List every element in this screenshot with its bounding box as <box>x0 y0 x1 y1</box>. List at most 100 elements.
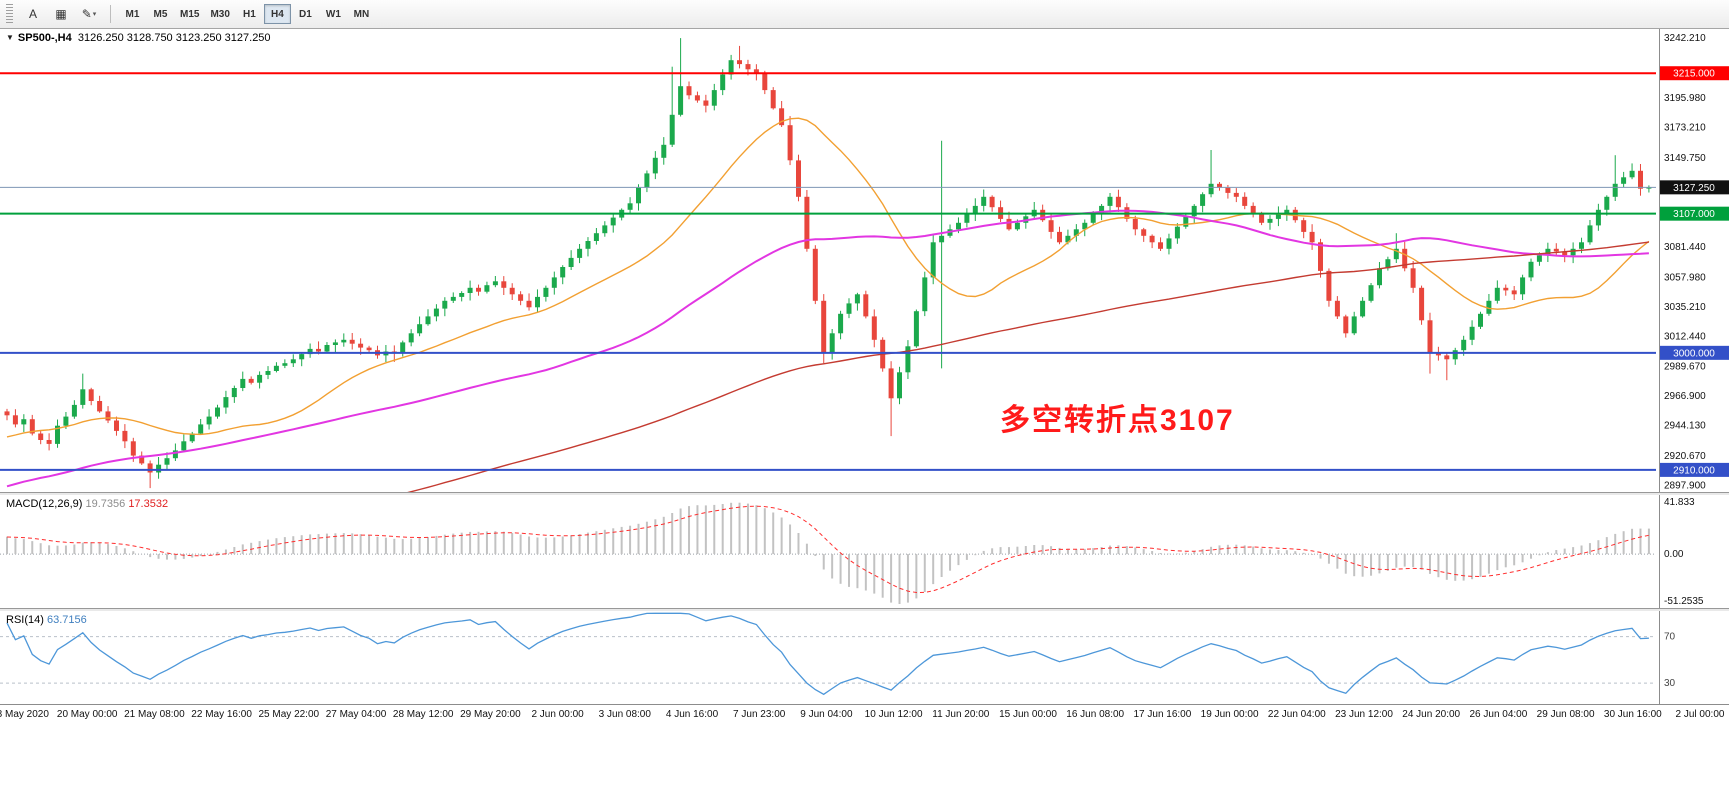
price-axis-tick: 2897.900 <box>1664 481 1706 492</box>
chevron-down-icon: ▾ <box>92 11 97 18</box>
time-axis-label: 15 Jun 00:00 <box>999 709 1057 720</box>
timeframe-toolbar: M1 M5 M15 M30 H1 H4 D1 W1 MN <box>119 4 375 24</box>
time-axis-label: 21 May 08:00 <box>124 709 185 720</box>
main-chart-canvas[interactable]: 3242.210 3195.980 3173.210 3149.750 3081.440… <box>0 29 1729 492</box>
candles-layer <box>4 38 1652 492</box>
time-axis[interactable]: 18 May 2020 20 May 00:00 21 May 08:00 22 Ma… <box>0 704 1729 728</box>
rsi-value: 63.7156 <box>46 614 87 626</box>
price-axis[interactable] <box>1660 29 1729 492</box>
chinese-annotation-text: 多空转折点3107 <box>1000 404 1235 437</box>
hline-price-tag: 3107.000 <box>1660 206 1729 221</box>
price-axis-tick: 3149.750 <box>1664 153 1706 164</box>
timeframe-button-m15[interactable]: M15 <box>175 4 204 24</box>
timeframe-button-d1[interactable]: D1 <box>292 4 319 24</box>
price-axis-tick: 3057.980 <box>1664 272 1706 283</box>
price-axis-tick: 3195.980 <box>1664 93 1706 104</box>
rsi-canvas[interactable]: 70 30 <box>0 611 1729 704</box>
timeframe-button-m30[interactable]: M30 <box>205 4 234 24</box>
time-axis-label: 22 May 16:00 <box>191 709 252 720</box>
time-axis-label: 24 Jun 20:00 <box>1402 709 1461 720</box>
macd-histogram <box>6 502 1650 604</box>
macd-axis-tick: 41.833 <box>1664 497 1695 508</box>
top-toolbar: A ▦ ✎ ▾ M1 M5 M15 M30 H1 H4 D1 W1 MN <box>0 0 1729 29</box>
macd-value-signal: 17.3532 <box>128 498 169 510</box>
pencil-icon: ✎ <box>81 7 92 21</box>
rsi-panel: 70 30 RSI(14) 63.7156 <box>0 611 1729 704</box>
collapse-triangle-icon: ▼ <box>6 33 14 42</box>
chart-grid-button[interactable]: ▦ <box>48 3 74 25</box>
time-axis-label: 20 May 00:00 <box>56 709 118 720</box>
chart-ohlc-header: ▼ SP500-,H4 3126.250 3128.750 3123.250 31… <box>6 32 271 44</box>
time-axis-label: 7 Jun 23:00 <box>733 709 786 720</box>
time-axis-label: 3 Jun 08:00 <box>598 709 651 720</box>
price-axis-tick: 2966.900 <box>1664 391 1706 402</box>
hline-price-tag: 3000.000 <box>1660 345 1729 360</box>
rsi-axis-tick: 30 <box>1664 678 1676 689</box>
macd-header: MACD(12,26,9) 19.7356 17.3532 <box>6 498 168 510</box>
rsi-label: RSI(14) <box>6 614 44 626</box>
panel-splitter[interactable] <box>0 608 1729 611</box>
svg-text:3107.000: 3107.000 <box>1673 209 1715 220</box>
rsi-header: RSI(14) 63.7156 <box>6 614 87 626</box>
time-axis-label: 26 Jun 04:00 <box>1469 709 1528 720</box>
price-axis-tick: 2920.670 <box>1664 451 1706 462</box>
timeframe-button-m1[interactable]: M1 <box>119 4 146 24</box>
svg-text:3127.250: 3127.250 <box>1673 183 1715 194</box>
rsi-axis-tick: 70 <box>1664 632 1676 643</box>
text-tool-button[interactable]: A <box>20 3 46 25</box>
timeframe-button-h1[interactable]: H1 <box>236 4 263 24</box>
svg-text:2910.000: 2910.000 <box>1673 465 1715 476</box>
svg-text:3000.000: 3000.000 <box>1673 348 1715 359</box>
hline-price-tag: 3215.000 <box>1660 66 1729 81</box>
time-axis-label: 4 Jun 16:00 <box>665 709 719 720</box>
price-axis-tick: 3081.440 <box>1664 242 1706 253</box>
price-axis-tick: 3035.210 <box>1664 302 1706 313</box>
main-chart-panel: 3242.210 3195.980 3173.210 3149.750 3081.440… <box>0 29 1729 492</box>
chart-symbol-label: SP500-,H4 <box>17 32 72 44</box>
toolbar-separator <box>110 5 111 23</box>
timeframe-button-h4[interactable]: H4 <box>263 4 291 24</box>
timeframe-button-mn[interactable]: MN <box>348 4 375 24</box>
macd-canvas[interactable]: 41.833 0.00 -51.2535 <box>0 495 1729 608</box>
macd-value-main: 19.7356 <box>85 498 126 510</box>
time-axis-label: 17 Jun 16:00 <box>1133 709 1192 720</box>
macd-axis-tick: 0.00 <box>1664 549 1684 560</box>
time-axis-label: 2 Jun 00:00 <box>531 709 584 720</box>
macd-label: MACD(12,26,9) <box>6 498 83 510</box>
price-axis-tick: 2944.130 <box>1664 421 1706 432</box>
time-axis-label: 29 Jun 08:00 <box>1536 709 1595 720</box>
timeframe-button-m5[interactable]: M5 <box>147 4 174 24</box>
hline-price-tag: 2910.000 <box>1660 462 1729 477</box>
macd-axis-tick: -51.2535 <box>1664 596 1704 607</box>
ma-21-line <box>6 117 1650 438</box>
price-axis-tick: 3173.210 <box>1664 123 1706 134</box>
time-axis-label: 30 Jun 16:00 <box>1603 709 1662 720</box>
chart-ohlc-values: 3126.250 3128.750 3123.250 3127.250 <box>77 32 271 44</box>
time-axis-label: 11 Jun 20:00 <box>932 709 990 720</box>
price-axis-tick: 2989.670 <box>1664 361 1706 372</box>
time-axis-label: 19 Jun 00:00 <box>1200 709 1259 720</box>
price-axis-tick: 3242.210 <box>1664 33 1706 44</box>
current-price-tag: 3127.250 <box>1660 180 1729 195</box>
grid-icon: ▦ <box>55 7 67 21</box>
macd-signal-line <box>6 505 1649 594</box>
time-axis-label: 2 Jul 00:00 <box>1675 709 1725 720</box>
time-axis-label: 18 May 2020 <box>0 709 49 720</box>
time-axis-label: 29 May 20:00 <box>460 709 521 720</box>
price-axis-tick: 3012.440 <box>1664 332 1706 343</box>
time-axis-label: 25 May 22:00 <box>258 709 320 720</box>
panel-splitter[interactable] <box>0 492 1729 495</box>
macd-panel: 41.833 0.00 -51.2535 MACD(12,26,9) 19.7356… <box>0 495 1729 608</box>
time-axis-label: 23 Jun 12:00 <box>1335 709 1393 720</box>
toolbar-grip[interactable] <box>6 4 13 24</box>
time-axis-label: 16 Jun 08:00 <box>1066 709 1125 720</box>
time-axis-label: 10 Jun 12:00 <box>864 709 923 720</box>
rsi-line <box>6 612 1649 696</box>
ma-150-line <box>407 241 1649 492</box>
ma-62-line <box>6 209 1649 488</box>
time-axis-label: 27 May 04:00 <box>325 709 387 720</box>
svg-text:3215.000: 3215.000 <box>1673 69 1715 80</box>
timeframe-button-w1[interactable]: W1 <box>320 4 347 24</box>
draw-tool-button[interactable]: ✎ ▾ <box>76 3 102 25</box>
